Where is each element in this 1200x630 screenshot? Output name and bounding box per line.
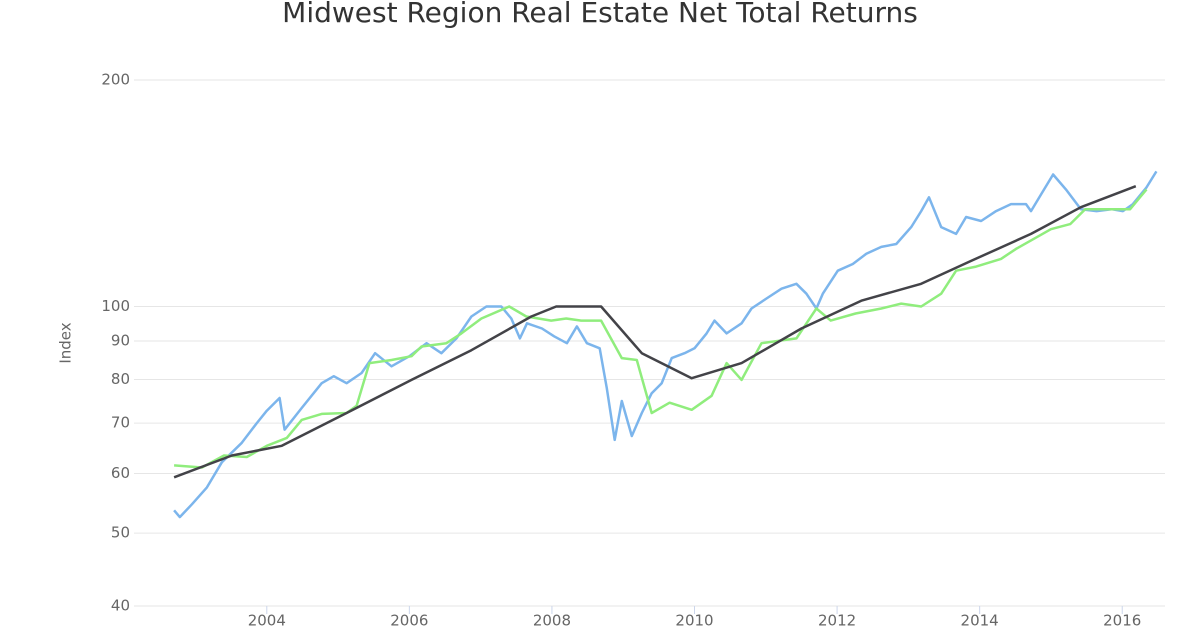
y-tick-label: 70 <box>111 414 130 432</box>
y-tick-label: 200 <box>101 71 130 89</box>
x-tick-label: 2012 <box>818 612 856 630</box>
x-tick-label: 2004 <box>248 612 286 630</box>
x-tick-label: 2006 <box>390 612 428 630</box>
y-tick-label: 80 <box>111 370 130 388</box>
y-tick-label: 50 <box>111 524 130 542</box>
series-line <box>173 185 1137 479</box>
y-tick-label: 100 <box>101 297 130 315</box>
series-line <box>173 170 1158 519</box>
y-tick-label: 60 <box>111 464 130 482</box>
x-tick-label: 2008 <box>533 612 571 630</box>
y-axis-label: Index <box>57 322 75 363</box>
chart-title: Midwest Region Real Estate Net Total Ret… <box>282 0 918 29</box>
y-tick-label: 40 <box>111 597 130 615</box>
y-tick-label: 90 <box>111 331 130 349</box>
x-tick-label: 2014 <box>961 612 999 630</box>
x-tick-label: 2016 <box>1103 612 1141 630</box>
x-tick-label: 2010 <box>675 612 713 630</box>
